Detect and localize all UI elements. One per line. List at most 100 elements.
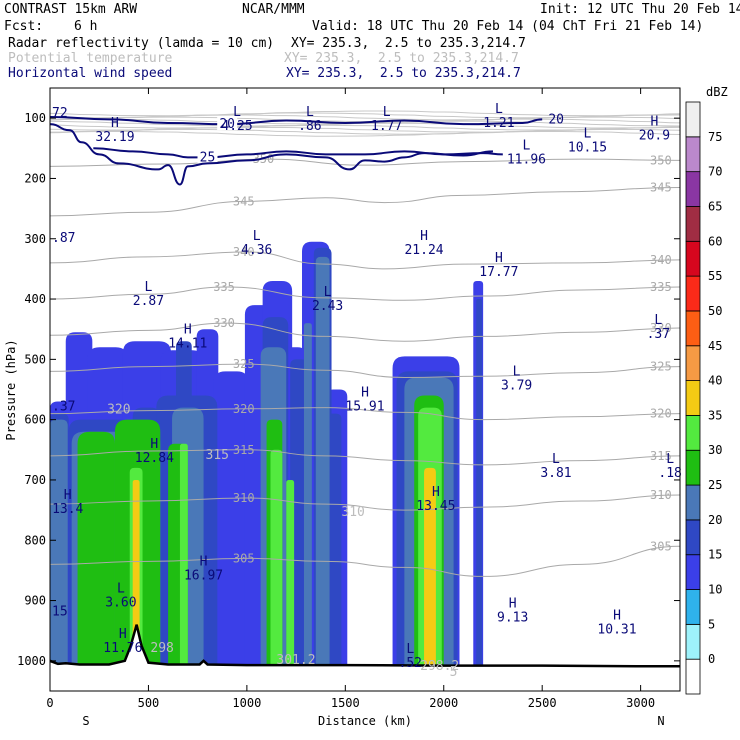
colorbar-label-20: 20	[708, 513, 722, 527]
wind-label-bg-20	[217, 116, 238, 131]
extremum-marker-15: L	[513, 365, 521, 380]
colorbar-label-60: 60	[708, 234, 722, 248]
y-tick-label-800: 800	[24, 533, 46, 547]
theta-label-350: 350	[650, 153, 672, 167]
organization-label: NCAR/MMM	[242, 2, 305, 17]
theta-contour-330	[50, 322, 680, 342]
colorbar-box-11	[685, 275, 701, 312]
plot-frame	[49, 87, 681, 692]
theta-label-mid-310: 310	[233, 491, 255, 505]
extremum-value-10: 17.77	[479, 265, 518, 280]
edge-label-7: 301.2	[276, 653, 315, 668]
colorbar-box-4	[685, 519, 701, 556]
colorbar-label-30: 30	[708, 443, 722, 457]
edge-label-6: 320	[107, 403, 130, 418]
theta-label-mid-325: 325	[233, 357, 255, 371]
extremum-marker-14: L	[654, 313, 662, 328]
extremum-marker-10: H	[495, 251, 503, 266]
terrain-line	[50, 624, 680, 668]
x-tick-label-1000: 1000	[232, 696, 261, 710]
reflectivity-cell-20	[290, 359, 308, 670]
reflectivity-cell-30	[315, 256, 330, 670]
colorbar-box-6	[685, 449, 701, 486]
y-tick-label-200: 200	[24, 171, 46, 185]
y-tick-label-100: 100	[24, 111, 46, 125]
y-tick-label-900: 900	[24, 594, 46, 608]
extremum-marker-18: L	[552, 452, 560, 467]
wind-contour-2	[50, 123, 493, 186]
theta-label-mid-345: 345	[233, 194, 255, 208]
theta-label-305: 305	[650, 539, 672, 553]
extremum-value-1: .86	[298, 119, 321, 134]
extremum-marker-7: H	[650, 114, 658, 129]
extremum-marker-20: H	[64, 488, 72, 503]
x-right-end-label: N	[657, 714, 664, 728]
extremum-value-27: .52	[399, 656, 422, 671]
extremum-marker-19: L	[666, 452, 674, 467]
colorbar-label-10: 10	[708, 583, 722, 597]
colorbar-box-12	[685, 240, 701, 277]
extremum-value-26: 11.76	[103, 641, 142, 656]
theta-label-mid-315: 315	[233, 443, 255, 457]
extremum-marker-1: L	[306, 105, 314, 120]
extremum-value-24: 9.13	[497, 611, 528, 626]
extremum-value-13: 14.11	[168, 336, 207, 351]
reflectivity-cell-32	[77, 431, 115, 670]
x-tick-label-500: 500	[138, 696, 160, 710]
extremum-value-15: 3.79	[501, 379, 532, 394]
extremum-value-8: 4.36	[241, 243, 272, 258]
edge-label-1: .87	[52, 231, 75, 246]
edge-label-9: 298	[150, 641, 173, 656]
reflectivity-cell-29	[303, 323, 312, 670]
x-axis-label: Distance (km)	[318, 714, 412, 728]
reflectivity-cell-24	[476, 299, 483, 670]
edge-label-10: 5	[450, 665, 458, 680]
theta-label-330: 330	[650, 321, 672, 335]
extremum-value-14: .37	[647, 327, 670, 342]
extremum-value-22: 16.97	[184, 568, 223, 583]
wind-label-20-right: 20	[548, 112, 564, 127]
y-tick-label-700: 700	[24, 473, 46, 487]
theta-label-315: 315	[650, 449, 672, 463]
theta-label-310: 310	[650, 488, 672, 502]
y-tick-label-300: 300	[24, 232, 46, 246]
theta-label-320: 320	[650, 407, 672, 421]
edge-label-5: 315	[206, 448, 229, 463]
theta-label-345: 345	[650, 180, 672, 194]
edge-label-8: 298.2	[420, 659, 459, 674]
extremum-marker-27: L	[406, 642, 414, 657]
y-tick-label-400: 400	[24, 292, 46, 306]
colorbar-box-3	[685, 554, 701, 590]
theta-label-335: 335	[650, 280, 672, 294]
extremum-marker-0: L	[233, 105, 241, 120]
extremum-marker-6: L	[523, 138, 531, 153]
colorbar-box-9	[685, 345, 701, 381]
extremum-value-20: 13.4	[52, 502, 83, 517]
colorbar-label-45: 45	[708, 339, 722, 353]
theta-label-mid-330: 330	[213, 316, 235, 330]
extremum-value-23: 3.60	[105, 596, 136, 611]
colorbar-box-2	[685, 589, 701, 625]
extremum-marker-26: H	[119, 627, 127, 642]
theta-upper-contour-0	[50, 110, 680, 117]
extremum-value-12: 2.43	[312, 299, 343, 314]
colorbar-label-65: 65	[708, 199, 722, 213]
extremum-marker-11: L	[145, 280, 153, 295]
theta-label-mid-320: 320	[233, 402, 255, 416]
extremum-marker-12: L	[324, 285, 332, 300]
x-tick-label-3000: 3000	[626, 696, 655, 710]
x-tick-label-1500: 1500	[331, 696, 360, 710]
reflectivity-cell-25	[50, 419, 68, 670]
forecast-value: 6 h	[74, 19, 98, 34]
wind-contour-20	[50, 115, 543, 126]
theta-contour-325	[50, 363, 680, 378]
extremum-value-5: 10.15	[568, 140, 607, 155]
extremum-value-25: 10.31	[597, 623, 636, 638]
theta-upper-contour-10	[50, 130, 680, 137]
extremum-marker-2: L	[383, 105, 391, 120]
colorbar-label-5: 5	[708, 617, 715, 631]
extremum-marker-25: H	[613, 609, 621, 624]
colorbar-box-5	[685, 484, 701, 521]
theta-contour-305	[50, 545, 680, 577]
colorbar-label-50: 50	[708, 304, 722, 318]
